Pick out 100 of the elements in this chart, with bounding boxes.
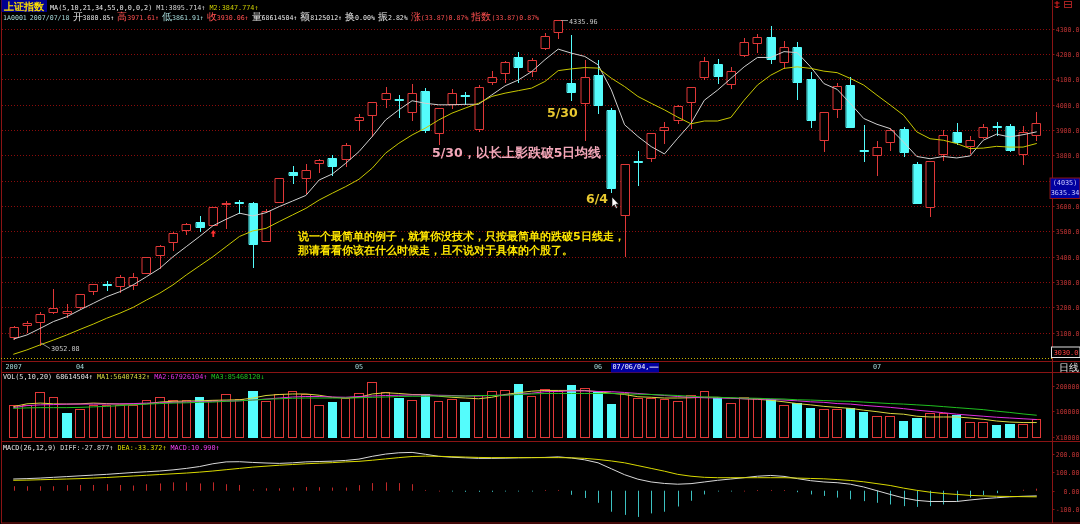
- candlestick: [342, 143, 351, 167]
- bar: [1005, 424, 1015, 438]
- bar: [155, 397, 165, 438]
- bar: [221, 394, 231, 438]
- candlestick: [421, 88, 430, 133]
- bar: [394, 398, 404, 438]
- bar: [939, 413, 948, 438]
- bar: [633, 398, 643, 438]
- bar: [407, 400, 417, 438]
- candlestick: [594, 60, 603, 114]
- bar: [460, 402, 470, 438]
- bar: [819, 409, 829, 438]
- bar: [792, 403, 802, 438]
- candlestick: [275, 178, 284, 203]
- bar: [646, 398, 656, 438]
- candlestick: [767, 26, 776, 64]
- bar: [753, 398, 762, 438]
- bar: [859, 412, 868, 438]
- candlestick: [196, 216, 205, 232]
- bar: [341, 398, 350, 438]
- candlestick: [647, 133, 656, 162]
- bar: [965, 422, 975, 438]
- candlestick: [793, 42, 802, 100]
- bar: [660, 399, 669, 438]
- candlestick: [939, 130, 948, 161]
- candlestick: [979, 124, 988, 139]
- candlestick: [235, 200, 244, 214]
- candlestick: [262, 209, 271, 242]
- candlestick: [514, 52, 523, 83]
- bar: [540, 389, 550, 438]
- candlestick: [926, 161, 935, 217]
- bar: [726, 403, 736, 438]
- bar: [779, 405, 789, 438]
- candlestick: [966, 136, 975, 154]
- candlestick: [49, 289, 58, 314]
- bar: [992, 425, 1001, 438]
- annotation: 说一个最简单的例子，就算你没技术，只按最简单的跌破5日线走，: [297, 230, 625, 243]
- candlestick: [807, 72, 816, 128]
- candlestick: [289, 166, 298, 184]
- bar: [912, 418, 922, 438]
- candlestick: [475, 85, 484, 132]
- candlestick: [408, 84, 417, 121]
- bar: [142, 400, 151, 438]
- bar: [434, 401, 443, 438]
- annotation: 5/30，以长上影跌破5日均线: [432, 145, 602, 160]
- bar: [195, 397, 204, 438]
- candlestick: [302, 164, 311, 194]
- bar: [288, 391, 297, 438]
- candlestick: [567, 35, 576, 101]
- bar: [421, 394, 430, 438]
- candlestick: [621, 164, 630, 257]
- candlestick: [833, 83, 842, 118]
- bar: [447, 399, 457, 438]
- bar: [367, 382, 377, 438]
- candlestick: [209, 207, 218, 226]
- candlestick: [886, 128, 895, 151]
- bar: [686, 395, 696, 438]
- bar: [487, 391, 497, 438]
- bar: [607, 404, 616, 438]
- candlestick: [700, 57, 709, 80]
- annotation: 5/30: [547, 105, 578, 120]
- bar: [713, 397, 722, 438]
- candlestick: [222, 201, 231, 229]
- bar: [102, 405, 111, 438]
- bar: [62, 413, 72, 438]
- text: 日线: [1058, 361, 1079, 373]
- candlestick: [541, 33, 550, 50]
- bar: [567, 385, 576, 438]
- candlestick: [714, 59, 723, 84]
- bar: [128, 405, 138, 438]
- candlestick: [780, 41, 789, 69]
- candlestick: [169, 232, 178, 251]
- bar: [500, 390, 510, 438]
- candlestick: [23, 321, 32, 333]
- annotation: 6/4: [586, 191, 609, 206]
- bar: [806, 408, 815, 438]
- candlestick: [607, 108, 616, 193]
- bar: [885, 416, 895, 438]
- candlestick: [953, 123, 962, 145]
- candlestick: [355, 114, 364, 131]
- candlestick: [448, 89, 457, 109]
- bar: [49, 397, 58, 438]
- candlestick: [846, 77, 855, 128]
- candlestick: [660, 122, 669, 144]
- bar: [314, 405, 324, 438]
- bar: [381, 392, 390, 438]
- bar: [1018, 424, 1028, 438]
- bar: [700, 391, 709, 438]
- candlestick: [820, 112, 829, 152]
- bar: [872, 416, 882, 438]
- candlestick: [461, 92, 470, 105]
- candlestick: [581, 60, 590, 141]
- bar: [580, 388, 590, 438]
- bar: [899, 421, 908, 438]
- candlestick: [76, 294, 85, 309]
- bar: [846, 408, 855, 438]
- candlestick: [328, 155, 337, 176]
- candlestick: [382, 87, 391, 108]
- bar: [115, 405, 125, 438]
- bar: [925, 413, 935, 438]
